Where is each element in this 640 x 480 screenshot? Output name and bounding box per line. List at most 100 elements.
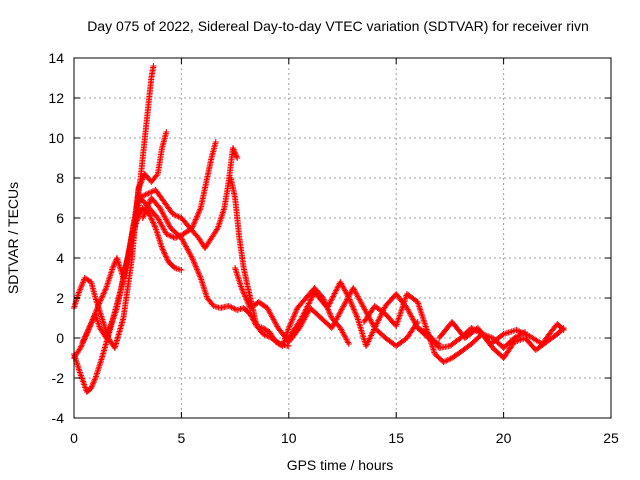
data-point xyxy=(174,213,181,219)
data-point xyxy=(242,295,249,301)
data-point xyxy=(225,303,232,309)
data-point xyxy=(135,195,142,201)
data-point xyxy=(101,287,108,294)
data-point xyxy=(138,179,145,186)
data-point xyxy=(290,315,297,321)
data-point xyxy=(93,306,100,313)
data-point xyxy=(178,267,185,273)
data-point xyxy=(78,282,85,289)
data-point xyxy=(189,255,196,261)
data-point xyxy=(139,215,146,221)
data-point xyxy=(516,328,523,335)
data-point xyxy=(350,306,357,313)
data-point xyxy=(136,183,143,190)
data-point xyxy=(291,312,298,319)
data-point xyxy=(79,279,86,286)
x-tick-label: 5 xyxy=(178,430,186,446)
data-point xyxy=(213,226,220,233)
x-tick-label: 20 xyxy=(496,430,512,446)
data-point xyxy=(326,300,333,307)
x-tick-label: 25 xyxy=(603,430,619,446)
series-track-b xyxy=(71,129,170,351)
data-point xyxy=(287,320,294,327)
data-point xyxy=(86,325,93,331)
data-point xyxy=(100,290,107,297)
data-point xyxy=(146,212,153,219)
data-point xyxy=(139,175,146,182)
data-point xyxy=(245,300,252,307)
data-point xyxy=(144,203,151,210)
data-point xyxy=(285,325,292,331)
data-point xyxy=(262,332,269,339)
data-point xyxy=(96,299,103,305)
data-point xyxy=(397,310,404,317)
data-point xyxy=(325,302,332,309)
data-point xyxy=(190,220,197,227)
data-point xyxy=(325,303,332,310)
data-point xyxy=(139,193,146,199)
data-point xyxy=(298,315,305,321)
data-point xyxy=(333,286,340,293)
data-point xyxy=(162,252,169,258)
data-point xyxy=(345,293,352,300)
data-point xyxy=(261,331,268,338)
data-point xyxy=(84,327,91,334)
data-point xyxy=(161,249,168,256)
data-point xyxy=(347,299,354,306)
data-point xyxy=(87,322,94,329)
grid-lines xyxy=(74,58,611,418)
data-point xyxy=(353,313,360,320)
data-point xyxy=(75,291,82,297)
data-point xyxy=(345,341,352,347)
data-point xyxy=(109,265,116,271)
data-point xyxy=(78,283,85,290)
data-point xyxy=(349,302,356,309)
data-point xyxy=(345,295,352,301)
data-point xyxy=(163,254,170,261)
data-point xyxy=(395,315,402,322)
y-tick-label: 4 xyxy=(56,250,64,266)
data-point xyxy=(138,193,145,200)
data-point xyxy=(160,247,167,254)
data-point xyxy=(84,329,91,336)
data-point xyxy=(80,337,87,344)
data-point xyxy=(333,287,340,294)
data-point xyxy=(309,293,316,300)
data-point xyxy=(372,323,379,330)
data-point xyxy=(98,296,105,303)
y-tick-label: 8 xyxy=(56,170,64,186)
data-point xyxy=(194,267,201,274)
data-point xyxy=(231,149,238,156)
data-point xyxy=(148,215,155,222)
x-tick-label: 0 xyxy=(70,430,78,446)
data-point xyxy=(523,331,530,338)
data-point xyxy=(101,289,108,296)
data-point xyxy=(153,172,160,179)
data-point xyxy=(306,299,313,306)
data-point xyxy=(172,212,179,219)
x-tick-label: 10 xyxy=(281,430,297,446)
data-point xyxy=(151,222,158,229)
data-point xyxy=(430,346,437,353)
data-point xyxy=(189,256,196,263)
data-point xyxy=(159,245,166,251)
x-tick-labels: 0 5 10 15 20 25 xyxy=(70,430,619,446)
data-point xyxy=(88,385,95,391)
data-point xyxy=(300,312,307,319)
data-point xyxy=(140,213,147,220)
data-point xyxy=(164,231,171,238)
data-point xyxy=(286,323,293,330)
data-point xyxy=(239,287,246,294)
data-point xyxy=(302,306,309,313)
data-point xyxy=(99,292,106,298)
data-point xyxy=(420,317,427,324)
y-tick-label: -2 xyxy=(52,370,65,386)
y-tick-labels: -4 -2 0 2 4 6 8 10 12 14 xyxy=(48,50,64,426)
data-point xyxy=(76,288,83,295)
data-point xyxy=(110,263,117,270)
data-point xyxy=(196,207,203,214)
data-point xyxy=(75,289,82,296)
data-point xyxy=(77,286,84,293)
data-point xyxy=(79,339,86,345)
